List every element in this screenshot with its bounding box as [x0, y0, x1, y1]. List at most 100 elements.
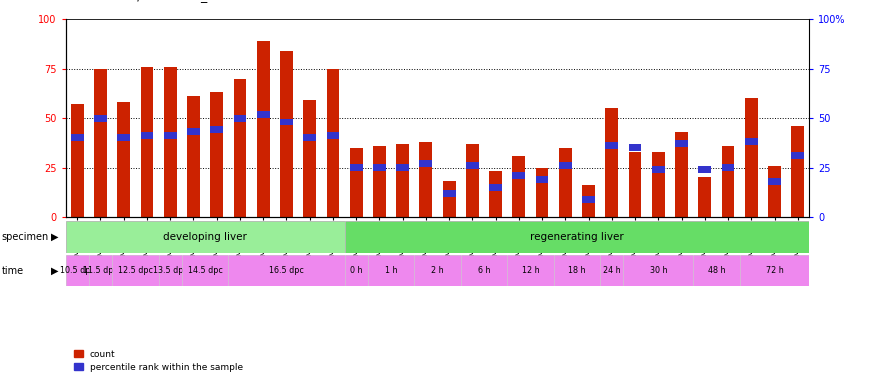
Bar — [513, 156, 525, 217]
Bar — [210, 126, 223, 133]
Text: 13.5 dpc: 13.5 dpc — [153, 266, 187, 275]
Bar — [652, 166, 665, 173]
Bar — [419, 142, 432, 217]
Bar — [559, 148, 571, 217]
FancyBboxPatch shape — [345, 221, 809, 253]
Bar — [187, 129, 200, 136]
Bar — [373, 164, 386, 171]
Text: ▶: ▶ — [51, 265, 59, 276]
FancyBboxPatch shape — [461, 255, 507, 286]
Bar — [187, 96, 200, 217]
FancyBboxPatch shape — [182, 255, 228, 286]
Text: ▶: ▶ — [51, 232, 59, 242]
FancyBboxPatch shape — [345, 255, 368, 286]
Text: 48 h: 48 h — [708, 266, 725, 275]
Bar — [210, 93, 223, 217]
Bar — [652, 152, 665, 217]
Bar — [419, 160, 432, 167]
Bar — [559, 162, 571, 169]
Text: 14.5 dpc: 14.5 dpc — [187, 266, 222, 275]
Text: regenerating liver: regenerating liver — [530, 232, 624, 242]
Bar — [164, 67, 177, 217]
Bar — [396, 144, 409, 217]
Bar — [71, 134, 84, 141]
Bar — [606, 108, 619, 217]
Bar — [164, 132, 177, 139]
Bar — [676, 140, 688, 147]
Bar — [396, 164, 409, 171]
Bar — [117, 102, 130, 217]
Text: developing liver: developing liver — [163, 232, 247, 242]
Bar — [373, 146, 386, 217]
FancyBboxPatch shape — [507, 255, 554, 286]
Bar — [489, 172, 502, 217]
Bar — [791, 126, 804, 217]
Bar — [582, 185, 595, 217]
Bar — [745, 138, 758, 145]
Bar — [768, 166, 780, 217]
Bar — [141, 132, 153, 139]
FancyBboxPatch shape — [228, 255, 345, 286]
Bar — [628, 152, 641, 217]
FancyBboxPatch shape — [623, 255, 693, 286]
Bar — [304, 100, 316, 217]
Bar — [466, 162, 479, 169]
Text: 0 h: 0 h — [350, 266, 362, 275]
Bar — [466, 144, 479, 217]
Bar — [722, 146, 734, 217]
Text: 1 h: 1 h — [385, 266, 397, 275]
Bar — [582, 196, 595, 203]
Bar — [234, 79, 247, 217]
Bar — [326, 132, 340, 139]
Bar — [443, 190, 456, 197]
Text: 24 h: 24 h — [603, 266, 620, 275]
Text: 6 h: 6 h — [478, 266, 490, 275]
Bar — [628, 144, 641, 151]
Bar — [768, 178, 780, 185]
Bar — [117, 134, 130, 141]
Bar — [745, 98, 758, 217]
Text: 72 h: 72 h — [766, 266, 783, 275]
Bar — [606, 142, 619, 149]
Text: 12 h: 12 h — [522, 266, 539, 275]
Text: GDS2577 / 1437537_at: GDS2577 / 1437537_at — [74, 0, 220, 2]
Bar — [256, 111, 270, 118]
FancyBboxPatch shape — [414, 255, 461, 286]
Text: 18 h: 18 h — [568, 266, 585, 275]
Text: 2 h: 2 h — [431, 266, 444, 275]
FancyBboxPatch shape — [554, 255, 600, 286]
Bar — [513, 172, 525, 179]
Bar — [326, 69, 340, 217]
Bar — [304, 134, 316, 141]
FancyBboxPatch shape — [739, 255, 809, 286]
Text: 30 h: 30 h — [649, 266, 667, 275]
Bar — [443, 181, 456, 217]
Text: 16.5 dpc: 16.5 dpc — [269, 266, 304, 275]
Text: specimen: specimen — [2, 232, 49, 242]
Bar — [698, 177, 711, 217]
Bar — [676, 132, 688, 217]
Bar — [256, 41, 270, 217]
Bar — [698, 166, 711, 173]
Bar — [536, 176, 549, 183]
FancyBboxPatch shape — [66, 255, 89, 286]
Bar — [234, 114, 247, 122]
Text: 11.5 dpc: 11.5 dpc — [83, 266, 118, 275]
Bar — [71, 104, 84, 217]
Bar — [94, 69, 107, 217]
Text: 12.5 dpc: 12.5 dpc — [118, 266, 153, 275]
FancyBboxPatch shape — [693, 255, 739, 286]
Bar — [791, 152, 804, 159]
Bar — [722, 164, 734, 171]
Bar — [280, 51, 293, 217]
FancyBboxPatch shape — [112, 255, 158, 286]
Legend: count, percentile rank within the sample: count, percentile rank within the sample — [70, 346, 247, 376]
FancyBboxPatch shape — [66, 221, 345, 253]
Bar — [350, 164, 362, 171]
Text: time: time — [2, 265, 24, 276]
Bar — [141, 67, 153, 217]
Bar — [489, 184, 502, 191]
Bar — [350, 148, 362, 217]
Bar — [536, 167, 549, 217]
Bar — [280, 119, 293, 126]
